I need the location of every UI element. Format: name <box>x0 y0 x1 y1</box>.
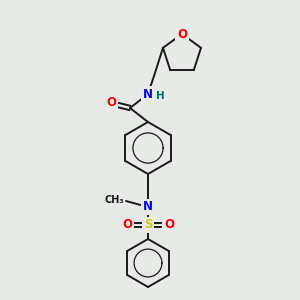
Text: N: N <box>143 88 153 100</box>
Text: O: O <box>177 28 187 40</box>
Text: CH₃: CH₃ <box>104 195 124 205</box>
Text: H: H <box>156 91 164 101</box>
Text: O: O <box>164 218 174 232</box>
Text: O: O <box>106 95 116 109</box>
Text: N: N <box>143 200 153 214</box>
Text: O: O <box>122 218 132 232</box>
Text: S: S <box>144 218 152 232</box>
